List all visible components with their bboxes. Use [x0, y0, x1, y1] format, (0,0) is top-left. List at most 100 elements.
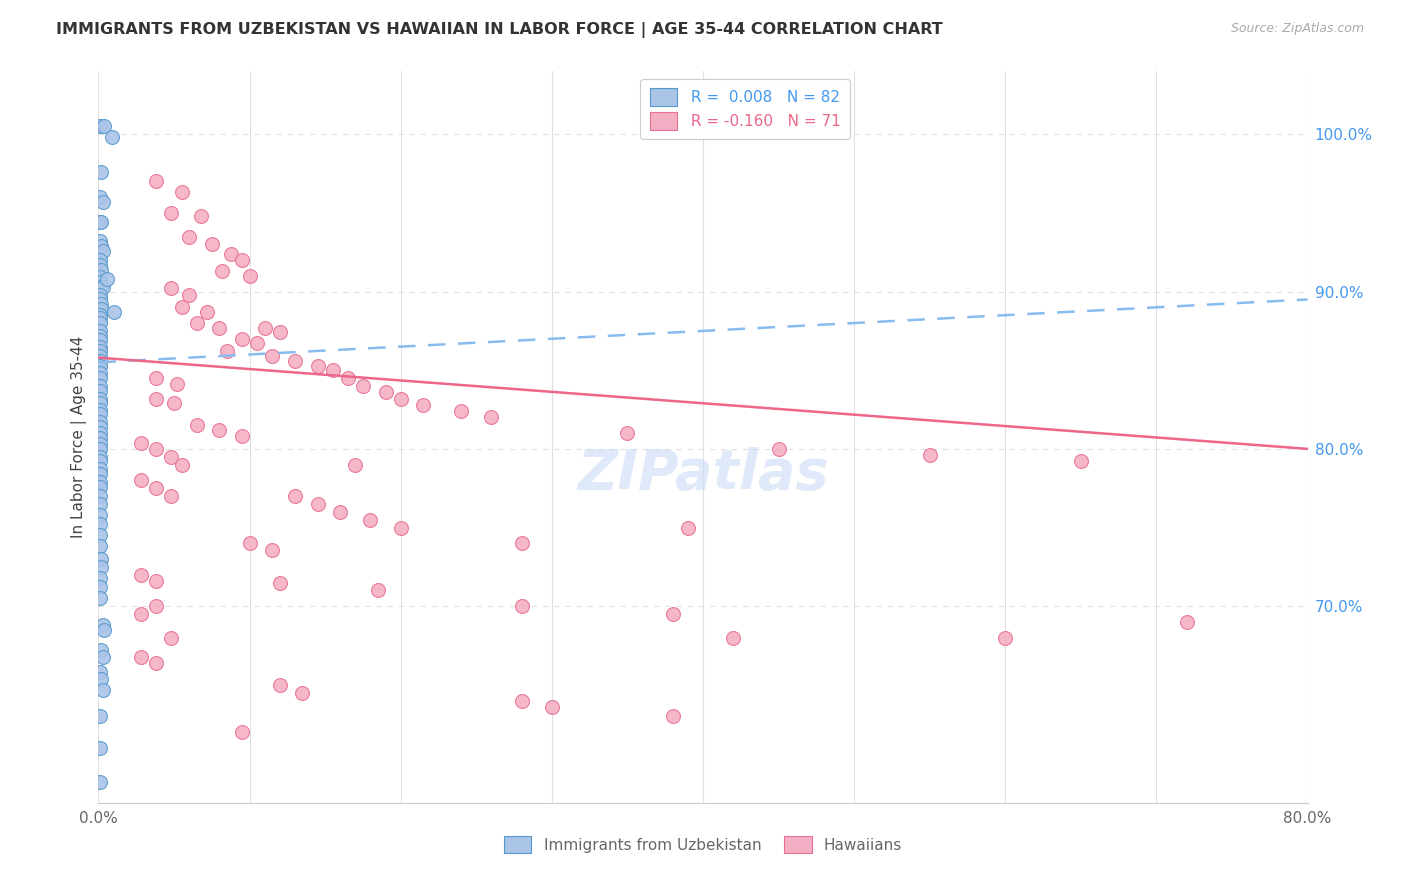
Point — [89, 384, 111, 398]
Point — [89, 275, 111, 289]
Point — [145, 392, 167, 406]
Point — [90, 672, 112, 686]
Point — [89, 396, 111, 410]
Point — [129, 473, 152, 487]
Point — [89, 340, 111, 354]
Point — [91, 194, 114, 209]
Point — [170, 458, 193, 472]
Point — [412, 398, 434, 412]
Point — [329, 505, 352, 519]
Point — [170, 186, 193, 200]
Point — [160, 450, 183, 464]
Point — [90, 297, 112, 311]
Point — [145, 371, 167, 385]
Text: Source: ZipAtlas.com: Source: ZipAtlas.com — [1230, 22, 1364, 36]
Point — [89, 367, 111, 381]
Point — [190, 209, 212, 223]
Point — [89, 467, 111, 481]
Point — [145, 442, 167, 456]
Point — [322, 363, 344, 377]
Point — [89, 437, 111, 451]
Point — [676, 520, 699, 534]
Point — [374, 385, 396, 400]
Point — [89, 120, 111, 134]
Point — [89, 287, 111, 301]
Point — [91, 618, 114, 632]
Point — [90, 262, 112, 277]
Point — [166, 377, 188, 392]
Point — [269, 575, 291, 590]
Point — [89, 709, 111, 723]
Point — [1070, 454, 1092, 468]
Point — [89, 475, 111, 489]
Point — [367, 583, 389, 598]
Point — [96, 272, 118, 286]
Point — [145, 599, 167, 614]
Point — [994, 631, 1017, 645]
Point — [90, 301, 112, 316]
Point — [89, 580, 111, 594]
Point — [89, 591, 111, 606]
Point — [389, 392, 412, 406]
Point — [360, 513, 382, 527]
Point — [231, 725, 253, 739]
Point — [284, 489, 307, 503]
Point — [145, 481, 167, 495]
Point — [89, 415, 111, 429]
Point — [211, 264, 233, 278]
Point — [90, 215, 112, 229]
Legend: Immigrants from Uzbekistan, Hawaiians: Immigrants from Uzbekistan, Hawaiians — [496, 828, 910, 861]
Point — [89, 344, 111, 359]
Point — [129, 567, 152, 582]
Point — [145, 574, 167, 588]
Point — [389, 520, 412, 534]
Point — [89, 740, 111, 755]
Point — [91, 244, 114, 258]
Point — [89, 316, 111, 330]
Point — [481, 410, 503, 425]
Point — [89, 353, 111, 368]
Point — [89, 258, 111, 272]
Point — [768, 442, 790, 456]
Point — [160, 489, 183, 503]
Point — [163, 396, 186, 410]
Point — [307, 359, 329, 373]
Point — [201, 237, 224, 252]
Point — [90, 165, 112, 179]
Point — [89, 392, 111, 406]
Point — [208, 320, 231, 334]
Point — [89, 270, 111, 285]
Y-axis label: In Labor Force | Age 35-44: In Labor Force | Age 35-44 — [72, 336, 87, 538]
Point — [307, 497, 329, 511]
Point — [91, 280, 114, 294]
Point — [510, 693, 533, 707]
Point — [231, 253, 253, 268]
Point — [89, 775, 111, 789]
Point — [262, 542, 284, 557]
Point — [170, 301, 193, 315]
Point — [89, 665, 111, 680]
Point — [145, 174, 167, 188]
Point — [89, 489, 111, 503]
Point — [90, 643, 112, 657]
Point — [291, 686, 314, 700]
Point — [89, 528, 111, 542]
Point — [101, 130, 124, 145]
Text: ZIPatlas: ZIPatlas — [578, 447, 828, 500]
Point — [89, 407, 111, 421]
Point — [89, 462, 111, 476]
Point — [918, 448, 941, 462]
Point — [160, 281, 183, 295]
Point — [89, 454, 111, 468]
Point — [145, 656, 167, 670]
Point — [89, 420, 111, 434]
Point — [269, 678, 291, 692]
Point — [91, 682, 114, 697]
Point — [450, 404, 472, 418]
Point — [160, 631, 183, 645]
Point — [510, 536, 533, 550]
Point — [179, 287, 201, 301]
Point — [89, 540, 111, 554]
Point — [89, 359, 111, 373]
Point — [89, 215, 111, 229]
